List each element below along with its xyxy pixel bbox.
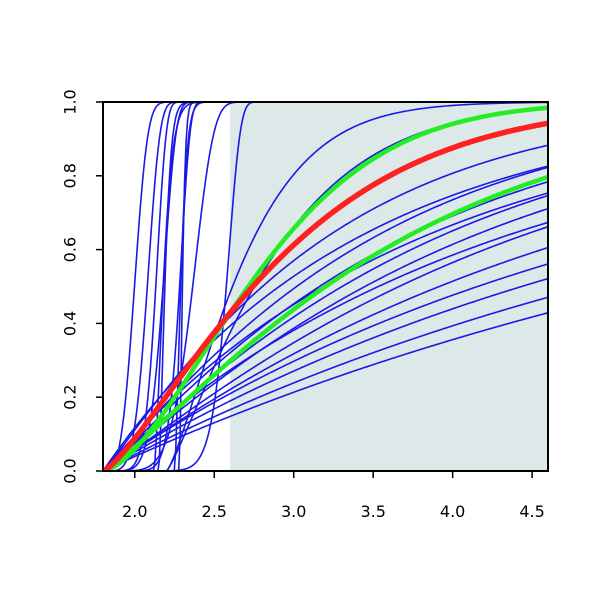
y-tick-label: 0.4 — [61, 311, 80, 336]
series-line-blue-16 — [103, 180, 548, 471]
y-tick-label: 0.6 — [61, 237, 80, 262]
shaded-region — [230, 102, 548, 471]
series-line-blue-24 — [103, 312, 548, 471]
y-tick-label: 1.0 — [61, 89, 80, 114]
plot-frame — [102, 101, 549, 472]
series-line-blue-2 — [103, 102, 548, 471]
y-tick-label: 0.0 — [61, 458, 80, 483]
y-axis: 0.0 0.2 0.4 0.6 0.8 1.0 — [61, 89, 103, 484]
series-line-green-29 — [103, 174, 548, 471]
y-tick-label: 0.8 — [61, 163, 80, 188]
x-axis: 2.0 2.5 3.0 3.5 4.0 4.5 — [122, 471, 545, 521]
series-line-blue-7 — [103, 102, 548, 471]
x-tick-label: 4.0 — [440, 502, 465, 521]
series-line-blue-12 — [103, 102, 548, 471]
series-line-blue-14 — [103, 144, 548, 471]
series-line-blue-20 — [103, 246, 548, 471]
series-line-green-28 — [103, 105, 548, 471]
series-line-blue-8 — [103, 102, 548, 471]
series-layer — [103, 102, 548, 471]
series-line-red-30 — [103, 120, 548, 471]
y-tick-label: 0.2 — [61, 384, 80, 409]
x-tick-label: 3.5 — [360, 502, 385, 521]
x-tick-label: 2.5 — [202, 502, 227, 521]
x-tick-label: 2.0 — [122, 502, 147, 521]
series-line-blue-22 — [103, 277, 548, 471]
series-line-blue-23 — [103, 296, 548, 471]
x-tick-label: 4.5 — [519, 502, 544, 521]
series-line-blue-19 — [103, 225, 548, 471]
x-tick-label: 3.0 — [281, 502, 306, 521]
series-line-blue-21 — [103, 263, 548, 471]
series-line-blue-18 — [103, 207, 548, 471]
